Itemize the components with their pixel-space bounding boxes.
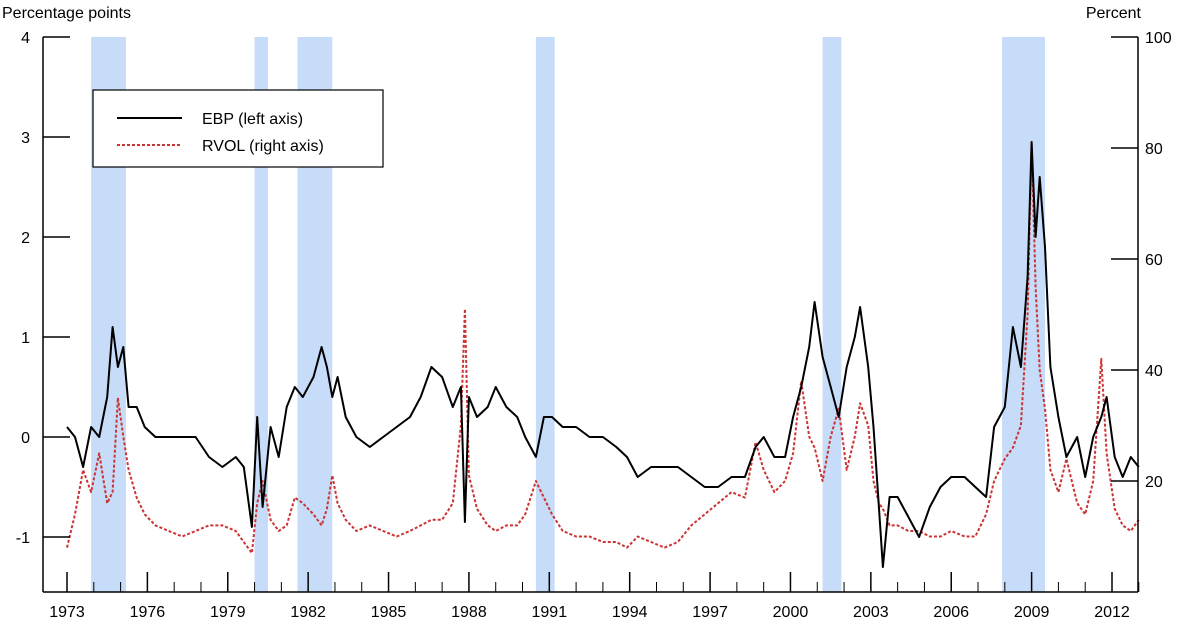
right-tick-label: 20 <box>1145 474 1163 491</box>
series-line-ebp <box>66 141 1140 568</box>
x-tick-label: 1997 <box>692 604 728 621</box>
right-axis-label: Percent <box>1086 5 1142 22</box>
left-tick-label: 1 <box>21 330 30 347</box>
x-tick-label: 1994 <box>612 604 648 621</box>
ticks: 4 3 2 1 0 -1 100 80 60 40 20 1973 1976 1979 1982 1985 19… <box>16 30 1172 621</box>
recession-band-1 <box>254 37 268 592</box>
right-tick-label: 40 <box>1145 363 1163 380</box>
legend-box <box>92 89 384 168</box>
x-tick-label: 2012 <box>1094 604 1130 621</box>
x-tick-label: 2000 <box>773 604 809 621</box>
recession-band-3 <box>535 37 555 592</box>
x-tick-label: 2006 <box>933 604 969 621</box>
left-tick-label: 4 <box>21 30 30 47</box>
left-axis-label: Percentage points <box>2 5 131 22</box>
x-tick-label: 1991 <box>532 604 568 621</box>
legend-label-ebp: EBP (left axis) <box>202 111 303 128</box>
right-tick-label: 60 <box>1145 252 1163 269</box>
left-tick-label: 0 <box>21 430 30 447</box>
x-tick-label: 1985 <box>371 604 407 621</box>
series-lines <box>66 141 1140 568</box>
axes <box>42 37 1139 593</box>
left-tick-label: 3 <box>21 130 30 147</box>
x-tick-label: 2003 <box>853 604 889 621</box>
left-tick-label: -1 <box>16 530 30 547</box>
right-tick-label: 80 <box>1145 141 1163 158</box>
recession-band-5 <box>1002 37 1046 592</box>
x-tick-label: 1982 <box>290 604 326 621</box>
legend-label-rvol: RVOL (right axis) <box>202 138 324 155</box>
x-tick-label: 1988 <box>451 604 487 621</box>
right-tick-label: 100 <box>1145 30 1172 47</box>
left-tick-label: 2 <box>21 230 30 247</box>
series-line-rvol <box>66 141 1140 555</box>
legend: EBP (left axis) RVOL (right axis) <box>92 89 384 168</box>
x-tick-label: 1979 <box>210 604 246 621</box>
x-tick-label: 1973 <box>49 604 85 621</box>
x-tick-label: 2009 <box>1014 604 1050 621</box>
recession-band-4 <box>822 37 842 592</box>
x-tick-label: 1976 <box>130 604 166 621</box>
